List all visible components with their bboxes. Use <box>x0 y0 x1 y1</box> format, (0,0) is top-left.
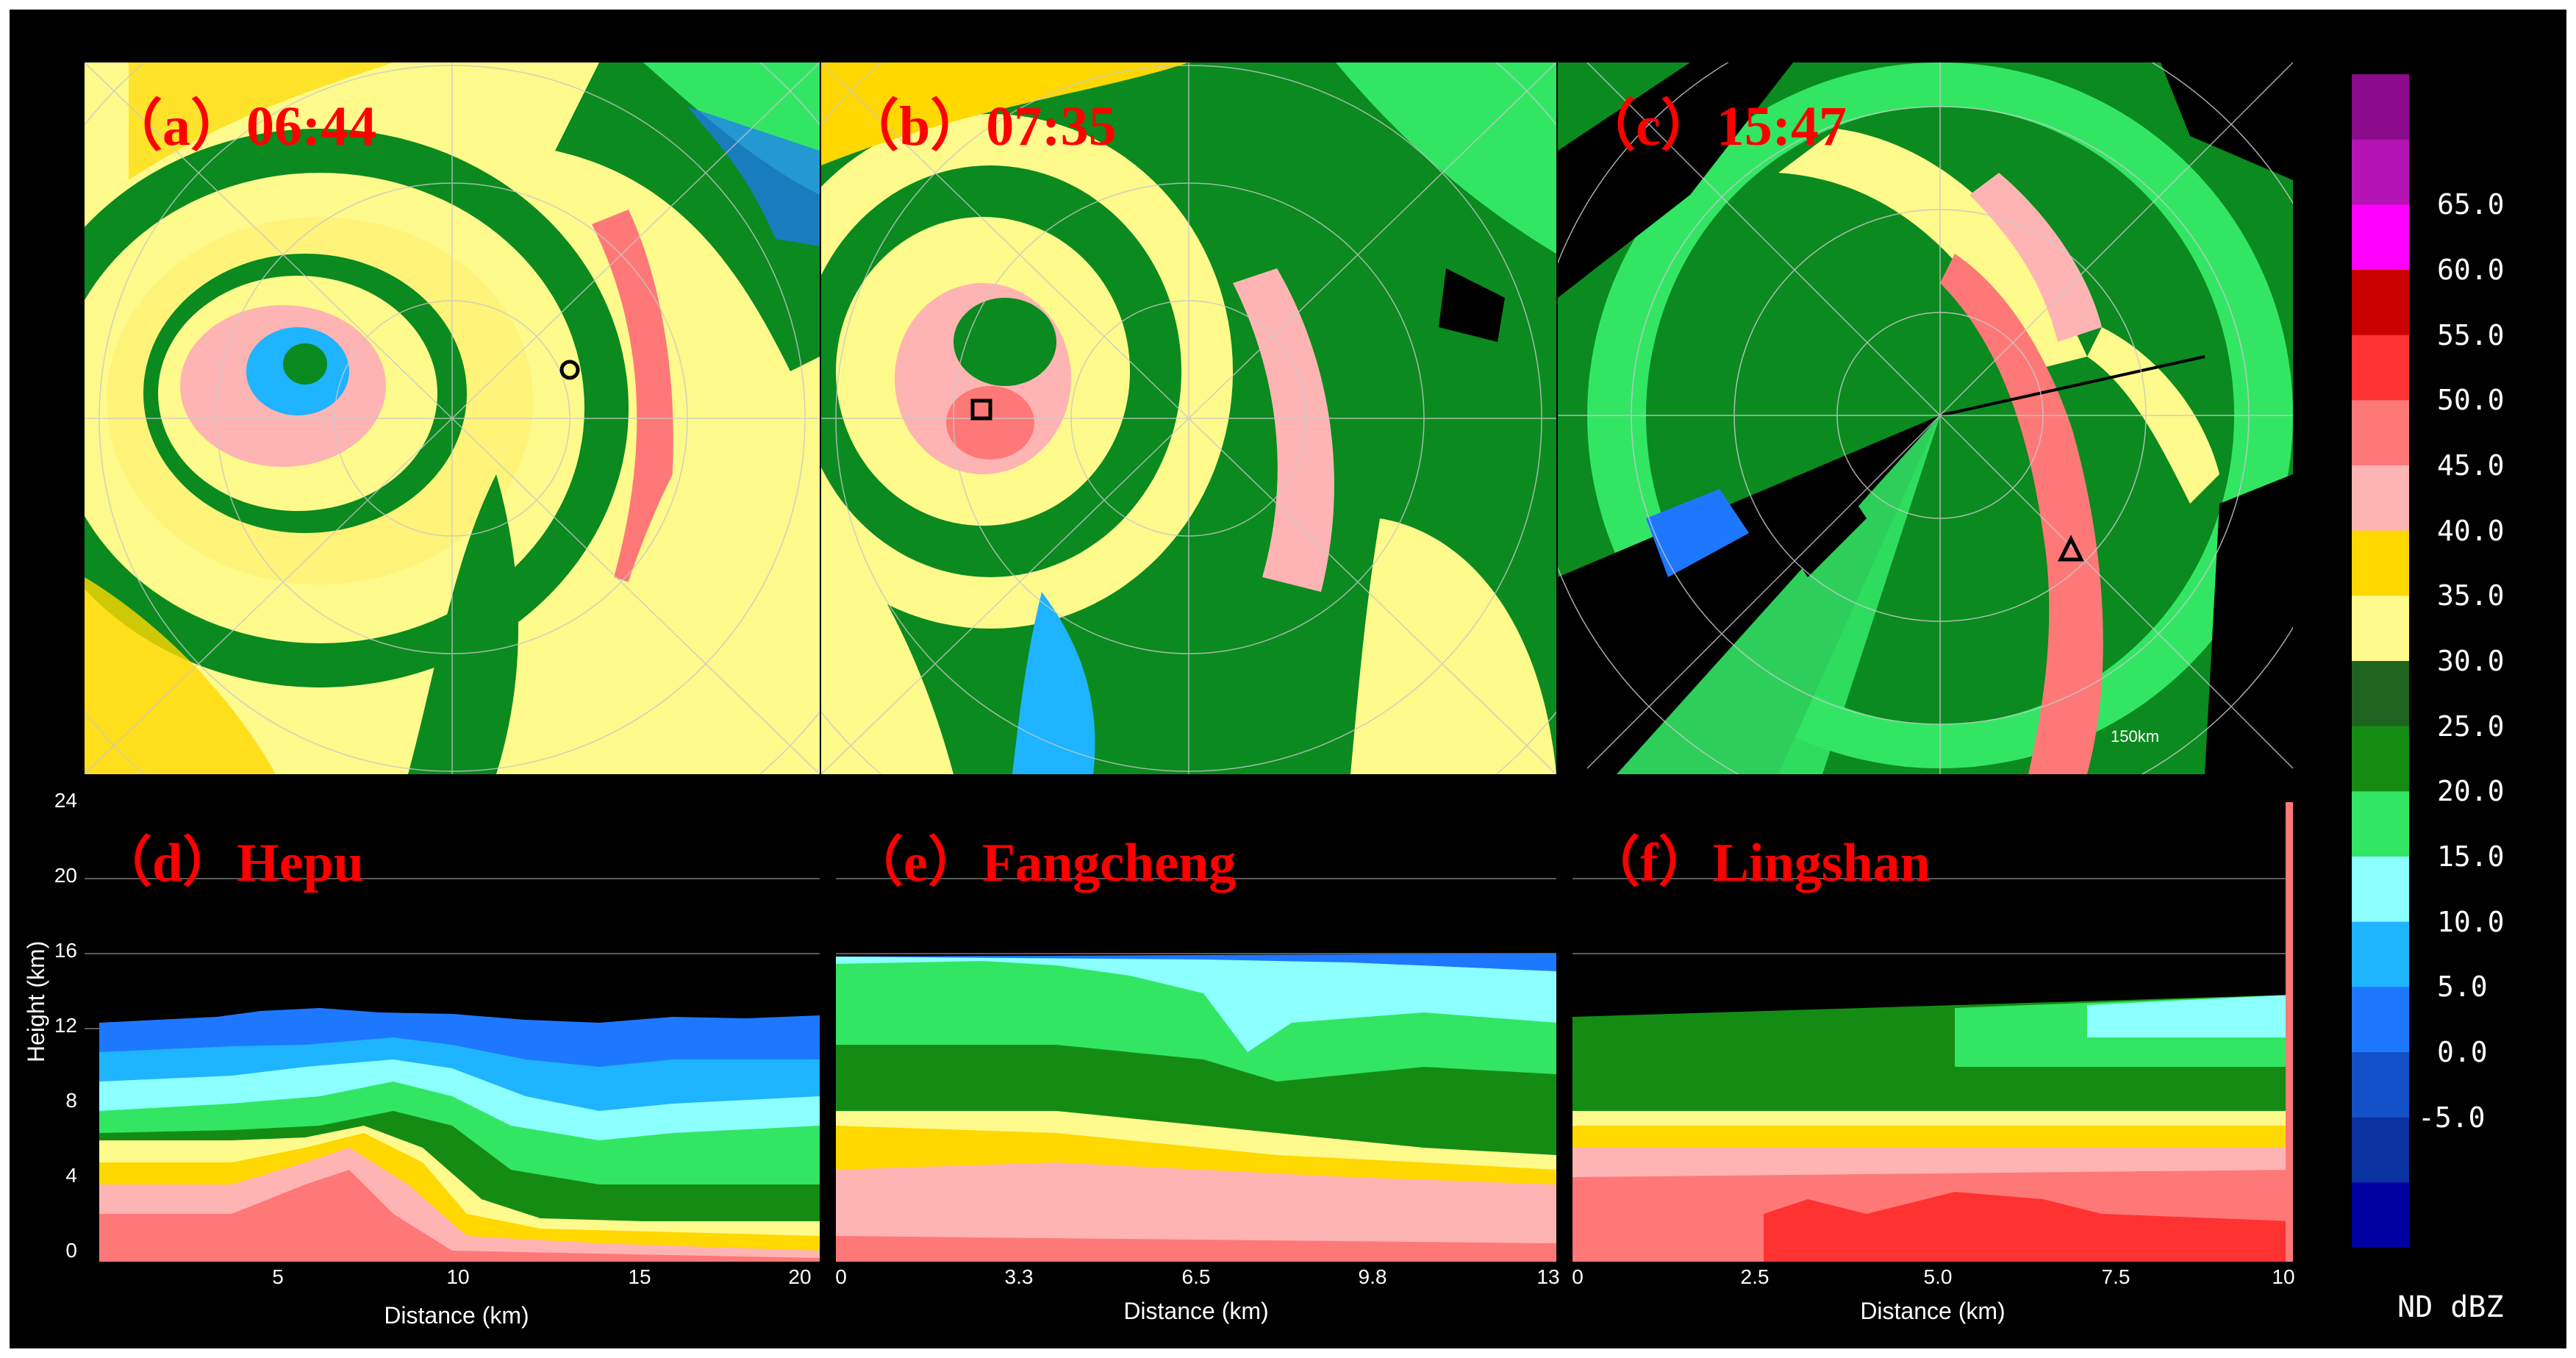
rhi-panel-d: （d）Hepu <box>85 802 820 1262</box>
colorbar-tick-label: 50.0 <box>2437 384 2505 417</box>
x-tick-label: 9.8 <box>1358 1265 1387 1288</box>
colorbar-swatch <box>2352 335 2409 401</box>
x-axis-label-d: Distance (km) <box>384 1302 529 1329</box>
ppi-panel-b: （b）07:35 <box>821 62 1556 774</box>
rhi-panel-e: （e）Fangcheng <box>836 802 1556 1262</box>
colorbar-tick-label: 15.0 <box>2437 840 2505 873</box>
x-tick-label: 10 <box>2272 1265 2295 1288</box>
x-tick-label: 20 <box>788 1265 812 1288</box>
colorbar-swatch <box>2352 987 2409 1053</box>
y-tick-label: 24 <box>54 789 77 812</box>
x-tick-label: 0 <box>1572 1265 1584 1288</box>
rhi-panel-f: （f）Lingshan <box>1573 802 2293 1262</box>
x-tick-label: 5 <box>272 1265 284 1288</box>
colorbar-tick-label: 35.0 <box>2437 579 2505 612</box>
colorbar-swatch <box>2352 1117 2409 1183</box>
colorbar-tick-label: 45.0 <box>2437 449 2505 482</box>
x-axis-label-f: Distance (km) <box>1860 1298 2006 1324</box>
colorbar-swatch <box>2352 465 2409 532</box>
triangle-marker <box>2057 535 2085 562</box>
ppi-panel-c: （c）15:47 150km <box>1558 62 2293 774</box>
colorbar-tick-label: 0.0 <box>2437 1036 2488 1068</box>
colorbar-swatch <box>2352 400 2409 466</box>
y-tick-label: 8 <box>65 1089 77 1112</box>
colorbar-tick-label: 60.0 <box>2437 254 2505 286</box>
colorbar-units: ND dBZ <box>2397 1290 2504 1324</box>
radar-ppi-image-b <box>821 62 1556 774</box>
colorbar-swatch <box>2352 139 2409 205</box>
x-tick-label: 10 <box>446 1265 470 1288</box>
x-tick-label: 2.5 <box>1740 1265 1770 1288</box>
colorbar-tick-label: 30.0 <box>2437 645 2505 677</box>
x-tick-label: 7.5 <box>2101 1265 2130 1288</box>
y-tick-label: 12 <box>54 1014 77 1037</box>
colorbar-swatch <box>2352 530 2409 596</box>
x-tick-label: 15 <box>628 1265 651 1288</box>
colorbar-swatch <box>2352 921 2409 987</box>
x-tick-label: 5.0 <box>1923 1265 1953 1288</box>
y-tick-label: 0 <box>65 1239 77 1262</box>
colorbar-tick-label: 25.0 <box>2437 710 2505 743</box>
square-marker <box>970 399 992 421</box>
colorbar-tick-label: 40.0 <box>2437 514 2505 547</box>
colorbar-tick-label: 65.0 <box>2437 188 2505 221</box>
colorbar-swatch <box>2352 596 2409 662</box>
x-tick-label: 13 <box>1536 1265 1560 1288</box>
colorbar-swatch <box>2352 204 2409 271</box>
colorbar-swatch <box>2352 661 2409 727</box>
rhi-cross-section-d <box>85 802 820 1262</box>
figure-frame: （a）06:44 （b）07:35 <box>10 10 2566 1348</box>
range-ring-label: 150km <box>2111 727 2160 746</box>
x-tick-label: 0 <box>835 1265 847 1288</box>
colorbar-swatch <box>2352 74 2409 140</box>
colorbar-tick-label: 5.0 <box>2437 971 2488 1004</box>
colorbar-swatch <box>2352 1052 2409 1118</box>
colorbar-swatch <box>2352 857 2409 923</box>
colorbar-tick-label: 20.0 <box>2437 775 2505 808</box>
rhi-cross-section-f <box>1573 802 2293 1262</box>
colorbar-swatch <box>2352 726 2409 792</box>
reflectivity-colorbar <box>2352 74 2409 1248</box>
colorbar-swatch <box>2352 791 2409 857</box>
circle-marker <box>559 360 580 380</box>
colorbar-swatches <box>2352 74 2409 1248</box>
y-tick-label: 16 <box>54 939 77 962</box>
colorbar-swatch <box>2352 1182 2409 1248</box>
radar-ppi-image-a <box>85 62 820 774</box>
radar-ppi-image-c <box>1558 62 2293 774</box>
ppi-panel-a: （a）06:44 <box>85 62 820 774</box>
y-tick-label: 4 <box>65 1164 77 1187</box>
x-axis-label-e: Distance (km) <box>1123 1298 1269 1324</box>
colorbar-tick-label: 10.0 <box>2437 905 2505 938</box>
colorbar-tick-label: -5.0 <box>2418 1101 2486 1134</box>
x-tick-label: 6.5 <box>1181 1265 1211 1288</box>
rhi-cross-section-e <box>836 802 1556 1262</box>
colorbar-tick-label: 55.0 <box>2437 318 2505 351</box>
y-tick-label: 20 <box>54 864 77 887</box>
colorbar-swatch <box>2352 270 2409 336</box>
x-tick-label: 3.3 <box>1004 1265 1034 1288</box>
